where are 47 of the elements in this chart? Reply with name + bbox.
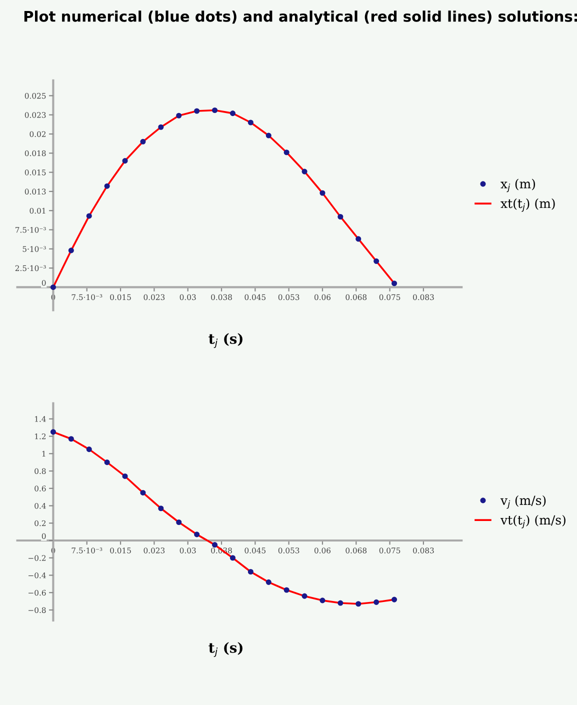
point: [302, 168, 308, 174]
point: [212, 107, 218, 114]
point: [212, 542, 218, 548]
point: [302, 593, 308, 599]
point: [104, 183, 110, 189]
point: [320, 190, 326, 196]
point: [50, 284, 56, 290]
point: [122, 158, 128, 164]
point: [176, 519, 182, 526]
point: [194, 108, 200, 114]
point: [158, 506, 164, 512]
point: [86, 213, 92, 219]
legend-label: xt(t$_{j}$) (m): [500, 198, 555, 212]
point: [392, 596, 398, 602]
point: [374, 599, 380, 605]
point: [68, 436, 74, 442]
point: [374, 258, 380, 264]
point: [248, 568, 254, 575]
point: [140, 138, 146, 144]
point: [104, 460, 110, 466]
point: [194, 532, 200, 538]
point: [230, 555, 236, 561]
point: [266, 579, 272, 585]
point: [284, 150, 290, 156]
point: [356, 236, 362, 242]
point: [50, 429, 56, 435]
point: [356, 601, 362, 607]
point: [248, 120, 254, 126]
point: [158, 124, 164, 130]
point: [338, 214, 344, 220]
point: [140, 490, 146, 496]
point: [266, 132, 272, 138]
point: [86, 446, 92, 452]
point: [68, 248, 74, 254]
point: [338, 600, 344, 606]
x-axis-title: t$_{j}$ (s): [208, 642, 242, 657]
point: [320, 598, 326, 604]
point: [176, 112, 182, 118]
point: [230, 110, 236, 116]
legend-label: vt(t$_{j}$) (m/s): [500, 514, 566, 528]
point: [392, 280, 398, 286]
legend-label: v$_{j}$ (m/s): [500, 495, 546, 509]
point: [122, 473, 128, 479]
point: [284, 587, 290, 593]
chart-title: Plot numerical (blue dots) and analytical (red solid lines) solutions:: [24, 10, 577, 25]
x-axis-title: t$_{j}$ (s): [208, 333, 242, 348]
legend-label: x$_{j}$ (m): [500, 178, 536, 192]
